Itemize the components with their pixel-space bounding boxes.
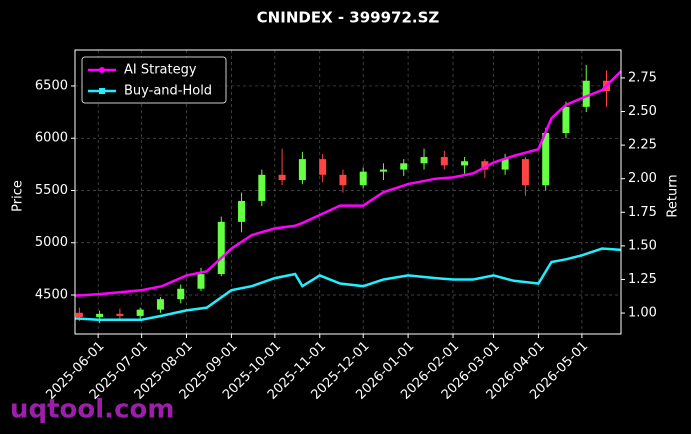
- legend-label: Buy-and-Hold: [124, 84, 212, 99]
- y-tick-label: 5500: [35, 183, 68, 198]
- candle-body: [217, 221, 225, 275]
- candle-body: [339, 174, 347, 186]
- y2-tick-label: 2.00: [628, 171, 657, 186]
- candle-body: [238, 200, 246, 222]
- watermark: uqtool.com: [10, 395, 174, 425]
- candle-body: [461, 161, 469, 166]
- y2-tick-label: 2.50: [628, 104, 657, 119]
- candle-body: [75, 312, 83, 317]
- y-tick-label: 6000: [35, 131, 68, 146]
- chart-title: CNINDEX - 399972.SZ: [257, 9, 440, 27]
- candle-body: [420, 157, 428, 164]
- y2-tick-label: 2.75: [628, 70, 657, 85]
- candle-body: [542, 132, 550, 186]
- candle-body: [177, 288, 185, 300]
- candle-body: [501, 159, 509, 170]
- candle-body: [440, 157, 448, 166]
- candle-body: [562, 106, 570, 133]
- candle-body: [156, 299, 164, 310]
- candle-body: [359, 171, 367, 186]
- candle-body: [298, 159, 306, 181]
- y2-tick-label: 1.00: [628, 306, 657, 321]
- y2-tick-label: 2.25: [628, 138, 657, 153]
- candle-body: [136, 309, 144, 316]
- y-tick-label: 4500: [35, 288, 68, 303]
- series-line: [74, 70, 622, 297]
- legend-label: AI Strategy: [124, 63, 197, 78]
- candle-body: [258, 174, 266, 201]
- y2-tick-label: 1.75: [628, 205, 657, 220]
- candle-body: [521, 159, 529, 186]
- series-line: [74, 247, 622, 322]
- y-tick-label: 6500: [35, 78, 68, 93]
- candle-body: [96, 313, 104, 317]
- y2-tick-label: 1.50: [628, 238, 657, 253]
- candle-body: [278, 174, 286, 181]
- y-axis-label: Price: [11, 180, 26, 212]
- y2-axis-label: Return: [666, 174, 681, 217]
- candle-body: [400, 163, 408, 170]
- y2-tick-label: 1.25: [628, 272, 657, 287]
- candle-body: [379, 169, 387, 172]
- y-tick-label: 5000: [35, 235, 68, 250]
- candle-body: [582, 80, 590, 107]
- plot-frame: [74, 49, 622, 335]
- legend-box: [81, 56, 227, 104]
- legend-marker: [99, 88, 105, 94]
- candle-body: [197, 274, 205, 289]
- legend-marker: [99, 67, 105, 73]
- candle-body: [116, 313, 124, 316]
- candle-body: [481, 161, 489, 170]
- candle-body: [319, 159, 327, 175]
